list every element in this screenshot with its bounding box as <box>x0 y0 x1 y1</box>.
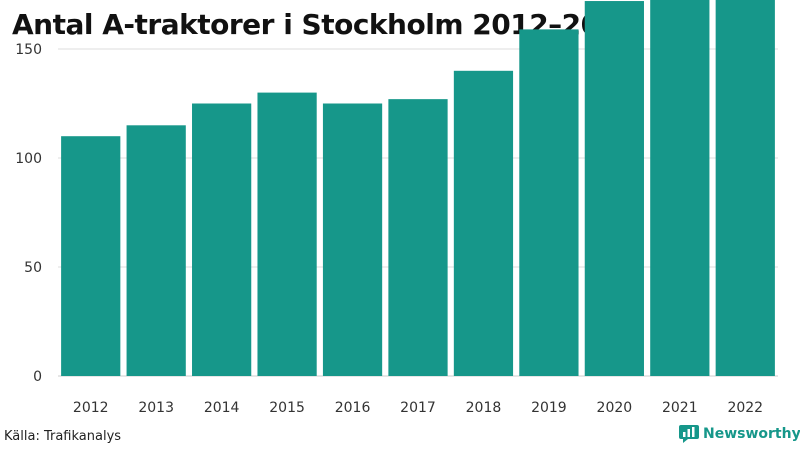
x-tick-label: 2022 <box>727 400 763 416</box>
bar-2012 <box>61 136 121 376</box>
x-tick-label: 2019 <box>531 400 567 416</box>
source-note: Källa: Trafikanalys <box>4 429 122 444</box>
bar-2018 <box>453 70 514 377</box>
bar-2017 <box>388 99 448 376</box>
x-tick-label: 2017 <box>400 400 436 416</box>
x-tick-label: 2015 <box>269 400 305 416</box>
y-tick-label: 0 <box>33 369 42 385</box>
newsworthy-logo-icon <box>679 425 699 443</box>
y-axis-ticks: 050100150200250 <box>15 42 42 385</box>
x-tick-label: 2016 <box>335 400 371 416</box>
x-tick-label: 2012 <box>73 400 109 416</box>
y-tick-label: 100 <box>15 151 42 167</box>
x-axis-ticks: 2012 2013 2014 2015 2016 2017 2018 2019 2020 2021… <box>73 400 763 416</box>
bar-2021 <box>650 0 710 377</box>
y-tick-label: 50 <box>24 260 42 276</box>
bars <box>61 0 775 377</box>
x-tick-label: 2014 <box>204 400 240 416</box>
x-tick-label: 2020 <box>597 400 633 416</box>
bar-2020 <box>584 1 644 376</box>
bar-2016 <box>322 103 383 376</box>
bar-2022 <box>715 0 775 376</box>
bar-2013 <box>126 125 186 376</box>
brand-name: Newsworthy <box>703 426 800 442</box>
bar-2015 <box>257 92 317 376</box>
x-tick-label: 2021 <box>662 400 698 416</box>
brand: Newsworthy <box>679 425 800 443</box>
x-tick-label: 2013 <box>138 400 174 416</box>
bar-2019 <box>519 29 579 376</box>
y-tick-label: 150 <box>15 42 42 58</box>
bar-2014 <box>192 103 252 376</box>
x-tick-label: 2018 <box>466 400 502 416</box>
